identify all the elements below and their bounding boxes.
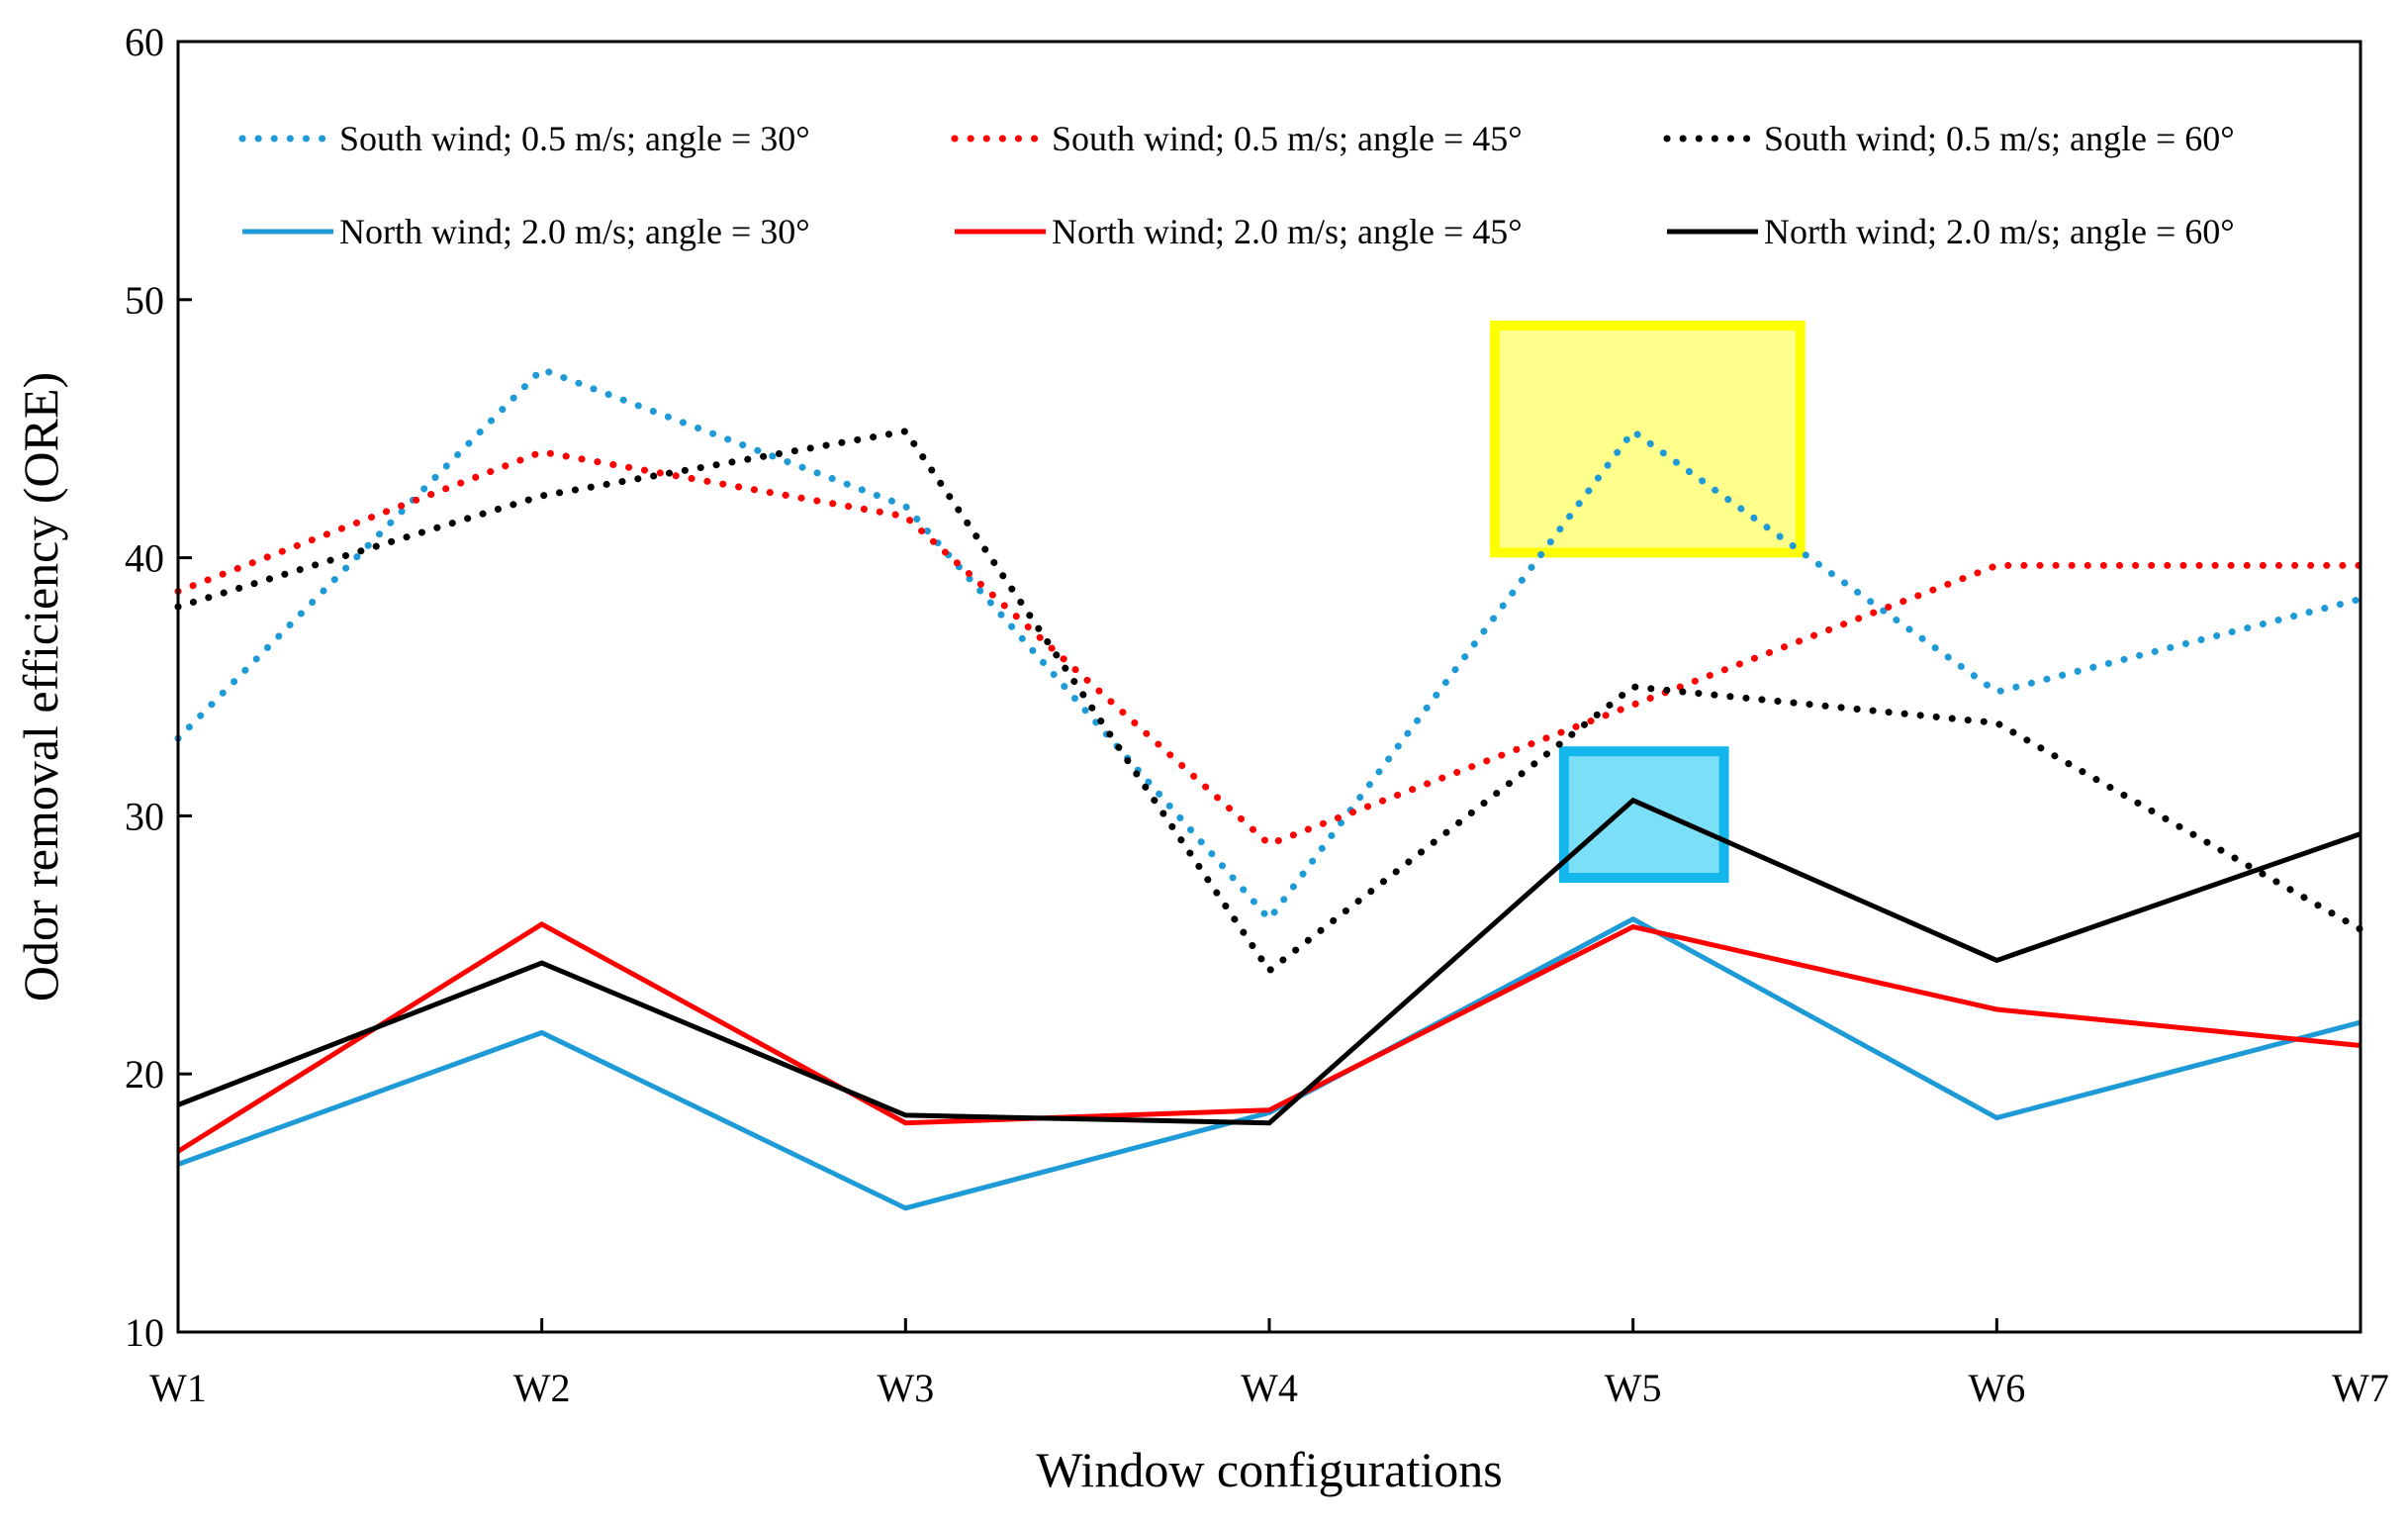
series-line-5 (176, 921, 2362, 1154)
x-tick-label: W5 (1605, 1366, 1662, 1410)
y-tick-label: 60 (125, 20, 164, 64)
y-axis: 10 20 30 40 50 60 (125, 20, 192, 1355)
series-line-6 (177, 797, 2362, 1126)
series-layer (174, 365, 2364, 1211)
x-tick-label: W2 (513, 1366, 571, 1410)
x-tick-label: W7 (2332, 1366, 2389, 1410)
y-tick-label: 50 (125, 278, 164, 323)
x-axis-title: Window configurations (1036, 1442, 1503, 1497)
x-tick-label: W4 (1241, 1366, 1298, 1410)
legend-label-3: South wind; 0.5 m/s; angle = 60° (1764, 119, 2235, 158)
legend-label-6: North wind; 2.0 m/s; angle = 60° (1764, 212, 2235, 251)
y-tick-label: 20 (125, 1052, 164, 1097)
yellow-highlight (1489, 320, 1806, 558)
x-tick-label: W6 (1968, 1366, 2025, 1410)
series-line-4 (177, 915, 2362, 1211)
legend-label-2: South wind; 0.5 m/s; angle = 45° (1052, 119, 1523, 158)
x-tick-label: W3 (877, 1366, 934, 1410)
highlight-layer (1489, 320, 1806, 883)
legend-label-1: South wind; 0.5 m/s; angle = 30° (339, 119, 810, 158)
series-line-3 (174, 427, 2364, 976)
legend-label-5: North wind; 2.0 m/s; angle = 45° (1052, 212, 1523, 251)
blue-highlight (1558, 746, 1729, 883)
legend-label-4: North wind; 2.0 m/s; angle = 30° (339, 212, 810, 251)
y-tick-label: 30 (125, 794, 164, 838)
y-tick-label: 10 (125, 1310, 164, 1355)
series-line-2 (174, 448, 2364, 849)
x-tick-label: W1 (149, 1366, 207, 1410)
series-line-1 (174, 365, 2364, 925)
y-axis-title: Odor removal efficiency (ORE) (13, 372, 68, 1002)
x-axis: W1 W2 W3 W4 W5 W6 W7 (149, 1318, 2389, 1410)
y-tick-label: 40 (125, 536, 164, 581)
legend: South wind; 0.5 m/s; angle = 30° South wi… (238, 119, 2235, 251)
